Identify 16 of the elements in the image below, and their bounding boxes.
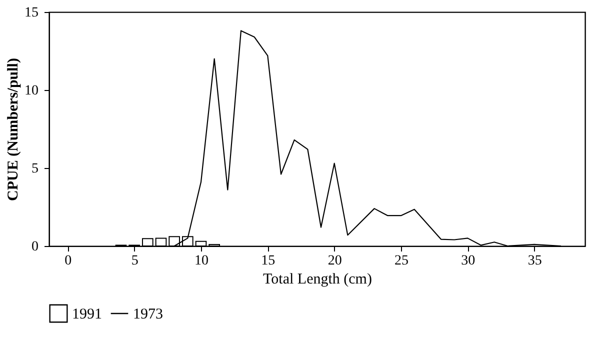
x-axis-title: Total Length (cm) (263, 272, 372, 288)
y-tick-label: 0 (32, 240, 38, 254)
x-tick-label: 25 (394, 254, 408, 268)
x-tick-label: 20 (328, 254, 342, 268)
y-tick-label: 5 (32, 162, 38, 176)
x-tick-label: 0 (64, 254, 72, 268)
x-tick-label: 10 (194, 254, 208, 268)
x-tick-label: 30 (461, 254, 476, 268)
legend-label: 1973 (133, 306, 163, 322)
x-tick-label: 5 (131, 254, 138, 268)
y-tick-label: 15 (24, 6, 38, 20)
legend-label: 1991 (72, 306, 102, 322)
y-tick-label: 10 (24, 84, 38, 98)
x-tick-label: 35 (528, 254, 542, 268)
y-axis-title: CPUE (Numbers/pull) (6, 58, 22, 201)
x-tick-label: 15 (261, 254, 276, 268)
